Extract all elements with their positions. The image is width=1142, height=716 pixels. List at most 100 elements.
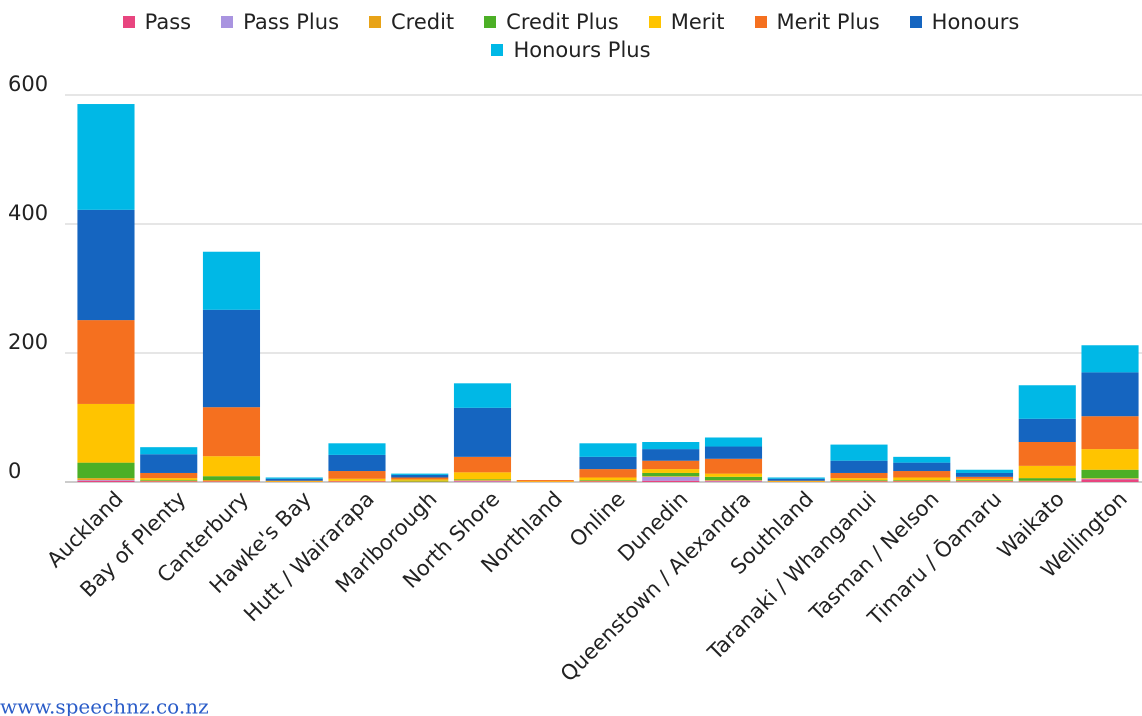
bar-segment xyxy=(453,456,512,473)
legend-label: Credit xyxy=(391,10,455,34)
bar-segment xyxy=(516,480,574,482)
bar-segment xyxy=(77,480,135,482)
bar-segment xyxy=(516,481,574,482)
bar-segment xyxy=(391,477,449,480)
legend-swatch xyxy=(221,16,234,28)
bar-segment xyxy=(893,480,951,482)
bar-segment xyxy=(140,480,198,481)
bar-segment xyxy=(1081,345,1139,373)
bar-segment xyxy=(77,403,135,463)
bar-segment xyxy=(1081,372,1139,417)
bar-segment xyxy=(579,477,637,481)
bar-segment xyxy=(579,469,637,478)
bar-segment xyxy=(704,458,763,474)
bar-segment xyxy=(579,456,637,470)
bar-segment xyxy=(453,481,512,482)
bar-segment xyxy=(893,477,951,481)
y-tick-label: 600 xyxy=(8,72,48,96)
bar-segment xyxy=(830,444,888,461)
y-tick-label: 200 xyxy=(8,330,48,354)
bar-segment xyxy=(453,480,512,482)
bar-segment xyxy=(77,209,135,321)
bar-segment xyxy=(955,476,1014,479)
legend-item: Honours Plus xyxy=(491,38,651,62)
bar-segment xyxy=(202,407,261,457)
bar-segment xyxy=(579,480,637,481)
bar-segment xyxy=(955,478,1014,481)
bar-segment xyxy=(1081,469,1139,479)
legend-item: Pass xyxy=(122,10,192,34)
bar-segment xyxy=(77,320,135,404)
bar-segment xyxy=(328,480,386,482)
bar-segment xyxy=(391,480,449,482)
bar-segment xyxy=(265,481,323,482)
bar-segment xyxy=(1081,478,1139,479)
legend-swatch xyxy=(648,16,661,28)
bar-segment xyxy=(955,481,1014,482)
bar-segment xyxy=(893,471,951,478)
bar-segment xyxy=(328,454,386,472)
bar-segment xyxy=(1081,416,1139,450)
footer: www.speechnz.co.nz xyxy=(0,695,209,716)
legend-label: Merit xyxy=(670,10,725,34)
y-tick-label: 0 xyxy=(8,459,21,483)
bar-segment xyxy=(328,478,386,481)
bar-segment xyxy=(704,473,763,477)
bar-segment xyxy=(704,437,763,447)
bar-segment xyxy=(202,251,261,310)
legend-item: Pass Plus xyxy=(221,10,339,34)
y-tick-label: 400 xyxy=(8,201,48,225)
bar-segment xyxy=(391,481,449,482)
bar-segment xyxy=(453,383,512,408)
bar-segment xyxy=(1018,481,1076,482)
bar-segment xyxy=(1018,418,1076,443)
bar-segment xyxy=(1018,385,1076,419)
bar-segment xyxy=(140,454,198,473)
legend-item: Credit xyxy=(369,10,454,34)
bar-segment xyxy=(1081,478,1139,480)
bar-segment xyxy=(893,456,951,463)
bar-segment xyxy=(893,481,951,482)
bar-segment xyxy=(642,469,700,473)
bar-segment xyxy=(202,476,261,481)
bar-segment xyxy=(391,473,449,475)
bar-segment xyxy=(1018,480,1076,482)
bar-segment xyxy=(830,480,888,481)
bar-segment xyxy=(704,476,763,481)
bar-segment xyxy=(642,460,700,470)
bar-segment xyxy=(579,480,637,482)
legend-label: Pass xyxy=(144,10,192,34)
legend-swatch xyxy=(909,16,922,28)
bar-segment xyxy=(704,480,763,482)
legend-swatch xyxy=(122,16,135,28)
legend-item: Credit Plus xyxy=(484,10,619,34)
bar-segment xyxy=(579,481,637,482)
bar-segment xyxy=(830,480,888,482)
bar-segment xyxy=(642,449,700,461)
bar-segment xyxy=(77,462,135,479)
bar-segment xyxy=(453,472,512,480)
bar-segment xyxy=(265,478,323,481)
bar-segment xyxy=(1018,478,1076,481)
bar-segment xyxy=(328,471,386,479)
bar-segment xyxy=(642,476,700,477)
legend-item: Merit xyxy=(648,10,725,34)
bar-segment xyxy=(767,480,825,482)
bar-segment xyxy=(391,474,449,478)
bar-segment xyxy=(77,478,135,481)
bar-segment xyxy=(767,477,825,479)
legend-swatch xyxy=(369,16,382,28)
bar-segment xyxy=(830,460,888,473)
bar-segment xyxy=(328,443,386,455)
legend-item: Merit Plus xyxy=(754,10,880,34)
legend-label: Honours Plus xyxy=(513,38,651,62)
bar-segment xyxy=(1081,449,1139,470)
bar-segment xyxy=(893,480,951,481)
bar-segment xyxy=(140,481,198,482)
bar-segment xyxy=(453,480,512,481)
bar-segment xyxy=(265,480,323,482)
bar-segment xyxy=(140,478,198,481)
legend-label: Merit Plus xyxy=(776,10,880,34)
bar-segment xyxy=(453,407,512,457)
